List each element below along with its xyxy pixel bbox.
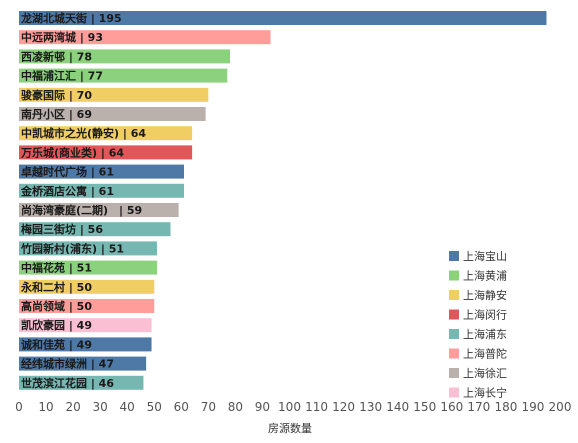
bar-label-11: 尚海湾豪庭(二期) | 59 <box>21 203 142 217</box>
legend-label-6: 上海普陀 <box>463 347 507 361</box>
bar-7 <box>19 126 193 141</box>
x-tick-label-80: 80 <box>228 400 243 414</box>
x-tick-label-60: 60 <box>174 400 189 414</box>
bar-4 <box>19 68 228 83</box>
bar-label-15: 永和二村 | 50 <box>20 280 92 294</box>
legend-swatch-8 <box>449 387 459 398</box>
bar-label-18: 诚和佳苑 | 49 <box>21 337 92 351</box>
bar-8 <box>19 145 193 160</box>
bar-14 <box>19 260 157 275</box>
x-tick-label-180: 180 <box>494 400 517 414</box>
x-tick-label-150: 150 <box>413 400 436 414</box>
bar-label-20: 世茂滨江花园 | 46 <box>21 376 114 390</box>
x-tick-label-120: 120 <box>332 400 355 414</box>
bar-label-17: 凯欣豪园 | 49 <box>21 318 92 332</box>
bar-label-19: 经纬城市绿洲 | 47 <box>21 357 114 371</box>
legend-label-8: 上海长宁 <box>463 386 507 400</box>
legend-swatch-5 <box>449 329 459 339</box>
bar-label-14: 中福花苑 | 51 <box>21 261 92 275</box>
legend-label-1: 上海宝山 <box>463 249 507 263</box>
bar-11 <box>19 203 179 217</box>
x-tick-label-40: 40 <box>120 400 135 414</box>
bar-label-13: 竹园新村(浦东) | 51 <box>20 241 124 255</box>
legend-label-5: 上海浦东 <box>463 327 507 341</box>
x-tick-label-100: 100 <box>278 400 301 414</box>
x-axis-title: 房源数量 <box>268 421 312 435</box>
bar-12 <box>19 222 171 237</box>
x-tick-label-90: 90 <box>255 400 270 414</box>
x-tick-label-50: 50 <box>147 400 162 414</box>
x-axis: 0 10 20 30 40 50 60 70 80 90 100 110 120 130 140 150 160… <box>15 400 571 414</box>
legend-swatch-6 <box>449 348 459 359</box>
bar-label-1: 龙湖北城天街 | 195 <box>20 11 122 25</box>
bar-5 <box>19 87 209 102</box>
bar-label-10: 金桥酒店公寓 | 61 <box>20 184 114 198</box>
bar-16 <box>19 299 155 313</box>
bar-17 <box>19 318 152 333</box>
legend-label-3: 上海静安 <box>463 288 507 302</box>
bar-label-12: 梅园三街坊 | 56 <box>21 222 103 236</box>
legend-label-4: 上海闵行 <box>463 308 507 322</box>
bar-19 <box>19 356 147 371</box>
bar-6 <box>19 107 206 121</box>
bar-15 <box>19 279 155 294</box>
x-tick-label-0: 0 <box>15 400 23 414</box>
x-tick-label-110: 110 <box>305 400 328 414</box>
x-tick-label-200: 200 <box>549 400 572 414</box>
bar-13 <box>19 241 157 256</box>
legend-swatch-7 <box>449 368 459 378</box>
x-tick-label-130: 130 <box>359 400 382 414</box>
x-tick-label-30: 30 <box>93 400 108 414</box>
bar-label-4: 中福浦江汇 | 77 <box>21 69 103 83</box>
x-tick-label-170: 170 <box>467 400 490 414</box>
x-tick-label-70: 70 <box>201 400 216 414</box>
x-tick-label-140: 140 <box>386 400 409 414</box>
legend-swatch-2 <box>449 270 459 281</box>
legend-label-7: 上海徐汇 <box>463 366 507 380</box>
bar-label-16: 高尚领域 | 50 <box>21 299 92 313</box>
legend-swatch-3 <box>449 290 459 300</box>
bar-2 <box>19 30 271 45</box>
legend-label-2: 上海黄浦 <box>463 269 507 283</box>
bar-label-7: 中凯城市之光(静安) | 64 <box>21 126 146 140</box>
bar-label-3: 西凌新邨 | 78 <box>21 49 92 63</box>
bar-3 <box>19 49 230 64</box>
x-tick-label-20: 20 <box>65 400 80 414</box>
bar-9 <box>19 164 185 179</box>
bar-label-8: 万乐城(商业类) | 64 <box>20 145 124 159</box>
bar-label-6: 南丹小区 | 69 <box>21 107 92 121</box>
legend-swatch-1 <box>449 251 459 261</box>
bar-label-2: 中远两湾城 | 93 <box>21 30 103 44</box>
bars-layer: 龙湖北城天街 | 195 中远两湾城 | 93 西凌新邨 | 78 中福浦江汇 | 7… <box>19 11 547 390</box>
x-tick-label-190: 190 <box>521 400 544 414</box>
bar-18 <box>19 337 152 352</box>
bar-label-5: 骏豪国际 | 70 <box>21 88 92 102</box>
bar-10 <box>19 183 185 198</box>
legend-swatch-4 <box>449 309 459 320</box>
bar-20 <box>19 375 144 390</box>
bar-label-9: 卓越时代广场 | 61 <box>21 165 114 179</box>
x-tick-label-10: 10 <box>38 400 53 414</box>
x-tick-label-160: 160 <box>440 400 463 414</box>
bar-1 <box>19 11 547 25</box>
